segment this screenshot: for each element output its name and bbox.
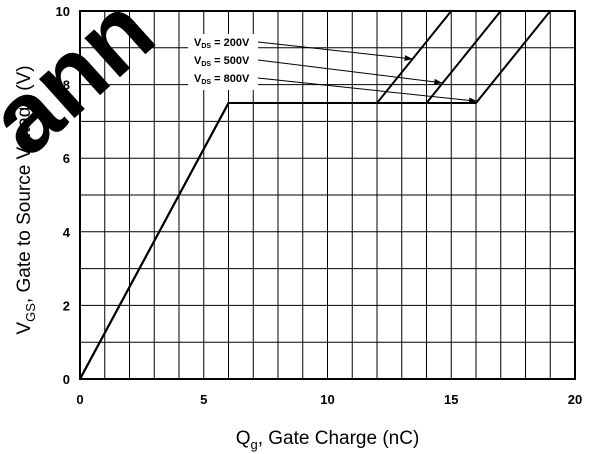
x-axis-label: Qg, Gate Charge (nC) bbox=[236, 428, 420, 452]
x-tick-label: 0 bbox=[76, 392, 83, 407]
plot-border bbox=[79, 10, 576, 380]
series-lines bbox=[79, 10, 552, 380]
x-tick-label: 10 bbox=[320, 392, 334, 407]
watermark-text: ann bbox=[0, 0, 175, 176]
watermark: ann bbox=[0, 0, 175, 176]
annotation-arrow-2 bbox=[257, 77, 477, 104]
y-tick-label: 6 bbox=[63, 151, 70, 166]
x-tick-label: 15 bbox=[444, 392, 458, 407]
tick-labels: 0 5 10 15 20 0 2 4 6 8 10 bbox=[56, 4, 583, 407]
annotation-arrow-1 bbox=[257, 59, 443, 85]
y-axis-label: VGS, Gate to Source Voltage (V) bbox=[14, 65, 38, 334]
annotation-arrow-0 bbox=[257, 41, 413, 62]
series-label-1: VDS = 500V bbox=[194, 55, 250, 68]
y-tick-label: 4 bbox=[63, 225, 71, 240]
y-tick-label: 0 bbox=[63, 372, 70, 387]
legend-background bbox=[188, 34, 258, 90]
y-tick-label: 10 bbox=[56, 4, 70, 19]
axis-labels: Qg, Gate Charge (nC) VGS, Gate to Source … bbox=[14, 65, 419, 452]
y-tick-label: 8 bbox=[63, 78, 70, 93]
y-tick-label: 2 bbox=[63, 298, 70, 313]
plot-frame bbox=[79, 10, 576, 380]
x-tick-label: 5 bbox=[200, 392, 207, 407]
series-line-2 bbox=[79, 10, 552, 380]
series-label-2: VDS = 800V bbox=[194, 73, 250, 86]
legend-annotations: VDS = 200V VDS = 500V VDS = 800V bbox=[188, 34, 477, 104]
x-tick-label: 20 bbox=[568, 392, 582, 407]
series-label-0: VDS = 200V bbox=[194, 37, 250, 50]
